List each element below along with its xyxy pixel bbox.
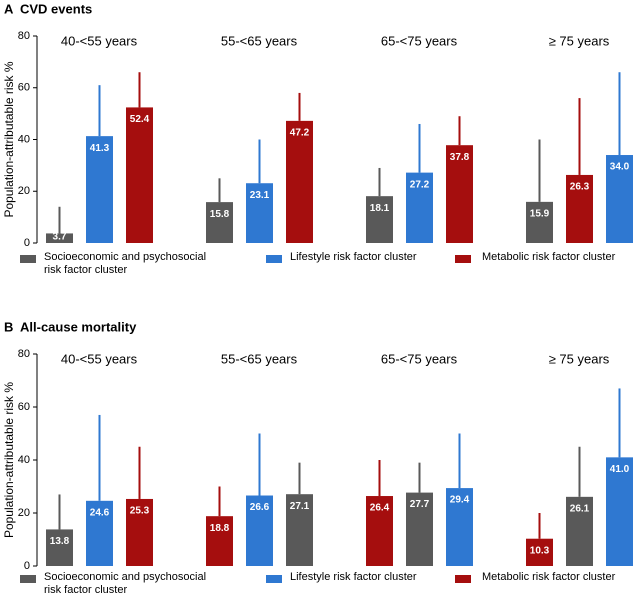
legend-swatch	[20, 255, 36, 263]
y-tick-label: 0	[24, 560, 30, 572]
value-label: 27.7	[410, 499, 430, 510]
value-label: 37.8	[450, 152, 470, 163]
y-tick-label: 0	[24, 237, 30, 249]
value-label: 26.6	[250, 502, 270, 513]
y-tick-label: 80	[18, 30, 30, 42]
y-tick-label: 20	[18, 507, 30, 519]
bar	[246, 183, 273, 243]
value-label: 41.3	[90, 143, 110, 154]
value-label: 34.0	[610, 162, 630, 173]
legend-swatch	[266, 575, 282, 583]
legend-swatch	[455, 255, 471, 263]
legend-item: Lifestyle risk factor cluster	[290, 571, 417, 583]
legend-label: Metabolic risk factor cluster	[482, 571, 616, 583]
y-tick-label: 40	[18, 454, 30, 466]
legend-label: Metabolic risk factor cluster	[482, 251, 616, 263]
value-label: 29.4	[450, 495, 470, 506]
bar	[86, 136, 113, 243]
y-tick-label: 80	[18, 348, 30, 360]
y-axis-label: Population-attributable risk %	[2, 61, 16, 217]
legend-label: Socioeconomic and psychosocial risk fact…	[44, 571, 207, 596]
y-tick-label: 40	[18, 133, 30, 145]
group-label: ≥ 75 years	[549, 351, 610, 366]
bar	[406, 172, 433, 243]
panel-label: A	[4, 1, 14, 16]
value-label: 27.2	[410, 179, 430, 190]
bar	[406, 492, 433, 566]
legend-swatch	[20, 575, 36, 583]
panel-title: CVD events	[20, 1, 92, 16]
bar	[46, 529, 73, 566]
value-label: 52.4	[130, 114, 150, 125]
value-label: 3.7	[53, 232, 67, 243]
value-label: 47.2	[290, 128, 310, 139]
group-label: 65-<75 years	[381, 33, 458, 48]
bar	[566, 174, 593, 243]
value-label: 26.1	[570, 503, 590, 514]
legend-item: Socioeconomic and psychosocial risk fact…	[44, 251, 207, 276]
legend-item: Lifestyle risk factor cluster	[290, 251, 417, 263]
value-label: 15.9	[530, 208, 550, 219]
panel-label: B	[4, 319, 13, 334]
value-label: 10.3	[530, 545, 550, 556]
bar	[286, 494, 313, 566]
value-label: 26.3	[570, 182, 590, 193]
bar	[286, 120, 313, 243]
bar	[366, 196, 393, 243]
group-label: 55-<65 years	[221, 351, 298, 366]
bar	[606, 155, 633, 243]
group-label: 40-<55 years	[61, 33, 138, 48]
bar	[246, 495, 273, 566]
bar	[566, 496, 593, 566]
y-tick-label: 60	[18, 401, 30, 413]
group-label: 65-<75 years	[381, 351, 458, 366]
legend-label: Lifestyle risk factor cluster	[290, 571, 417, 583]
value-label: 26.4	[370, 503, 390, 514]
group-label: ≥ 75 years	[549, 33, 610, 48]
legend-item: Socioeconomic and psychosocial risk fact…	[44, 571, 207, 596]
value-label: 15.8	[210, 209, 230, 220]
y-tick-label: 60	[18, 82, 30, 94]
bar	[526, 538, 553, 566]
value-label: 41.0	[610, 464, 630, 475]
group-label: 55-<65 years	[221, 33, 298, 48]
value-label: 27.1	[290, 501, 310, 512]
value-label: 18.8	[210, 523, 230, 534]
value-label: 24.6	[90, 507, 110, 518]
y-tick-label: 20	[18, 185, 30, 197]
bar	[46, 233, 73, 243]
value-label: 25.3	[130, 506, 150, 517]
bar	[446, 488, 473, 566]
group-label: 40-<55 years	[61, 351, 138, 366]
y-axis-label: Population-attributable risk %	[2, 382, 16, 538]
value-label: 23.1	[250, 190, 270, 201]
legend-item: Metabolic risk factor cluster	[482, 251, 616, 263]
value-label: 18.1	[370, 203, 390, 214]
bar	[126, 498, 153, 566]
bar	[366, 496, 393, 566]
bar	[206, 516, 233, 566]
legend-item: Metabolic risk factor cluster	[482, 571, 616, 583]
bar	[86, 500, 113, 566]
panel-title: All-cause mortality	[20, 319, 137, 334]
legend-label: Socioeconomic and psychosocial risk fact…	[44, 251, 207, 276]
bar	[206, 202, 233, 243]
bar	[526, 201, 553, 243]
bar	[126, 107, 153, 243]
legend-label: Lifestyle risk factor cluster	[290, 251, 417, 263]
legend-swatch	[455, 575, 471, 583]
bar	[446, 145, 473, 243]
bar	[606, 457, 633, 566]
value-label: 13.8	[50, 536, 70, 547]
legend-swatch	[266, 255, 282, 263]
